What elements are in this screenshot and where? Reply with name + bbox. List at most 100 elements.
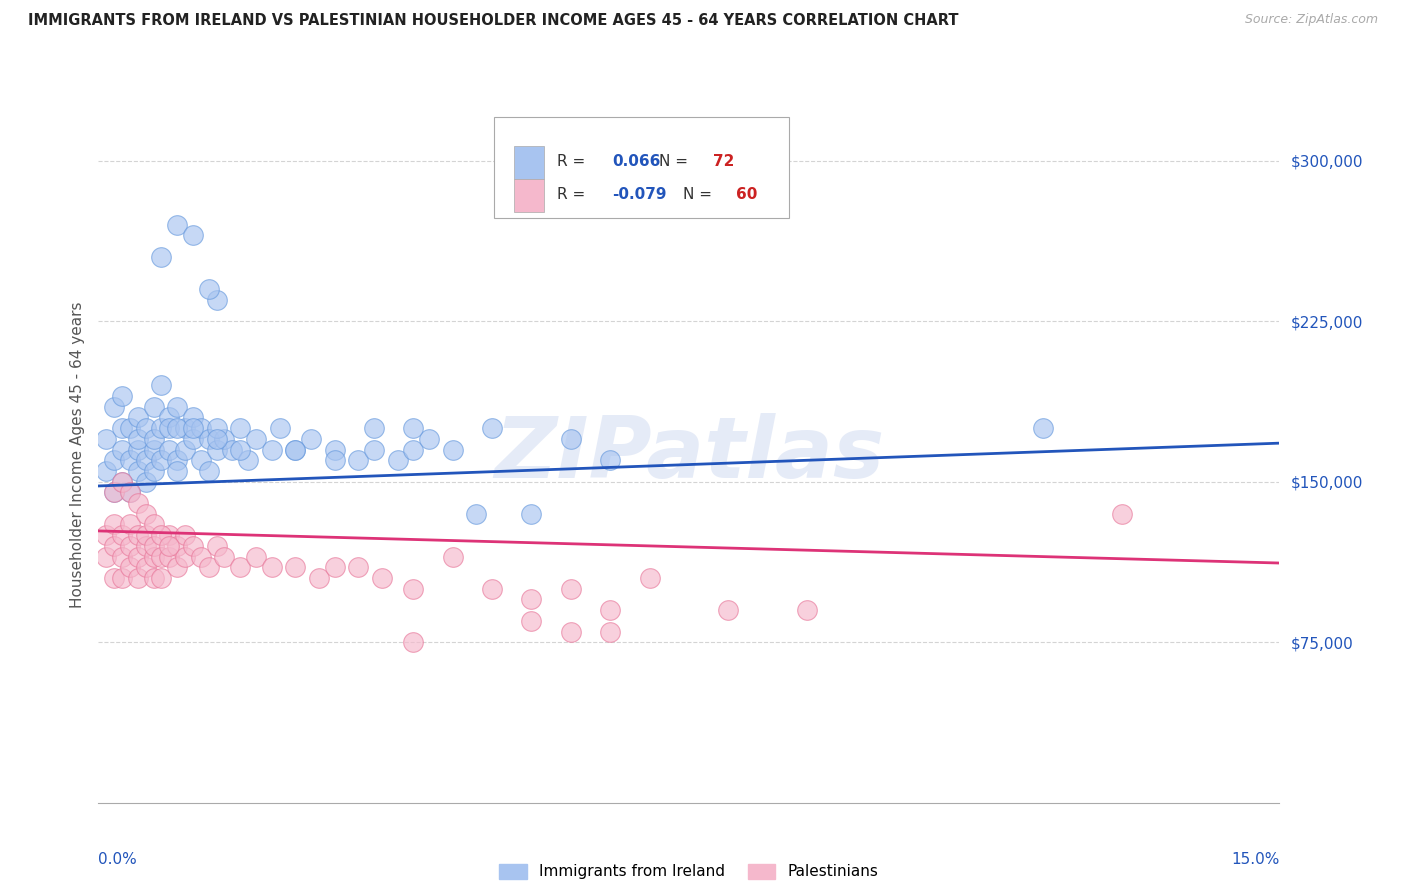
Point <box>371 571 394 585</box>
Point <box>135 539 157 553</box>
Point <box>135 475 157 489</box>
Point <box>229 442 252 457</box>
Point <box>127 464 149 478</box>
Text: -0.079: -0.079 <box>612 186 666 202</box>
Point <box>197 560 219 574</box>
Point <box>205 539 228 553</box>
Point <box>205 293 228 307</box>
Point <box>96 432 118 446</box>
Point <box>96 549 118 564</box>
Point <box>205 421 228 435</box>
Point <box>157 528 180 542</box>
Point <box>387 453 409 467</box>
Point <box>142 400 165 414</box>
Point <box>520 614 543 628</box>
Point <box>560 582 582 596</box>
Point <box>599 603 621 617</box>
Point <box>157 410 180 425</box>
Point <box>323 442 346 457</box>
Point <box>181 228 204 243</box>
Point <box>150 571 173 585</box>
Point <box>174 421 197 435</box>
Point <box>323 453 346 467</box>
Point <box>181 410 204 425</box>
Point <box>127 496 149 510</box>
Text: 60: 60 <box>737 186 758 202</box>
Point <box>118 517 141 532</box>
Point <box>236 453 259 467</box>
Point <box>638 571 661 585</box>
Point <box>481 421 503 435</box>
Point <box>560 624 582 639</box>
Point <box>111 475 134 489</box>
Point <box>157 539 180 553</box>
Point <box>135 528 157 542</box>
Point <box>103 400 125 414</box>
Point <box>127 410 149 425</box>
Y-axis label: Householder Income Ages 45 - 64 years: Householder Income Ages 45 - 64 years <box>69 301 84 608</box>
Point <box>103 571 125 585</box>
Point <box>135 507 157 521</box>
Point <box>229 560 252 574</box>
Point <box>118 485 141 500</box>
Text: N =: N = <box>659 153 693 169</box>
Point <box>118 539 141 553</box>
Point <box>118 485 141 500</box>
Point <box>135 421 157 435</box>
Point <box>363 442 385 457</box>
Point <box>103 485 125 500</box>
Point <box>402 421 425 435</box>
Point <box>150 421 173 435</box>
Point <box>142 539 165 553</box>
Point <box>166 464 188 478</box>
Point <box>150 549 173 564</box>
Point <box>520 507 543 521</box>
Point <box>111 421 134 435</box>
Point <box>284 442 307 457</box>
Point <box>418 432 440 446</box>
Point <box>142 432 165 446</box>
Point <box>181 421 204 435</box>
Point <box>118 453 141 467</box>
Point <box>157 421 180 435</box>
Point <box>111 442 134 457</box>
Point <box>441 442 464 457</box>
Point <box>245 432 267 446</box>
Bar <box>515 146 544 179</box>
Point <box>560 432 582 446</box>
Point <box>323 560 346 574</box>
Point <box>111 549 134 564</box>
Point <box>229 421 252 435</box>
Point <box>142 442 165 457</box>
Point <box>142 571 165 585</box>
Legend: Immigrants from Ireland, Palestinians: Immigrants from Ireland, Palestinians <box>494 857 884 886</box>
Text: N =: N = <box>683 186 717 202</box>
Point <box>308 571 330 585</box>
Point <box>127 549 149 564</box>
Point <box>157 549 180 564</box>
Point <box>299 432 322 446</box>
Point <box>1111 507 1133 521</box>
Point <box>135 453 157 467</box>
Point <box>441 549 464 564</box>
Point <box>118 560 141 574</box>
Point <box>142 549 165 564</box>
Point <box>127 442 149 457</box>
Point <box>166 539 188 553</box>
Point <box>111 389 134 403</box>
Bar <box>515 178 544 212</box>
Point <box>181 432 204 446</box>
Point <box>174 549 197 564</box>
Point <box>96 528 118 542</box>
Point <box>166 218 188 232</box>
Point <box>103 485 125 500</box>
Point <box>127 571 149 585</box>
Text: 15.0%: 15.0% <box>1232 852 1279 866</box>
Point <box>520 592 543 607</box>
Point <box>111 571 134 585</box>
Point <box>599 624 621 639</box>
Point <box>142 464 165 478</box>
Point <box>197 432 219 446</box>
Point <box>260 560 283 574</box>
Point <box>96 464 118 478</box>
